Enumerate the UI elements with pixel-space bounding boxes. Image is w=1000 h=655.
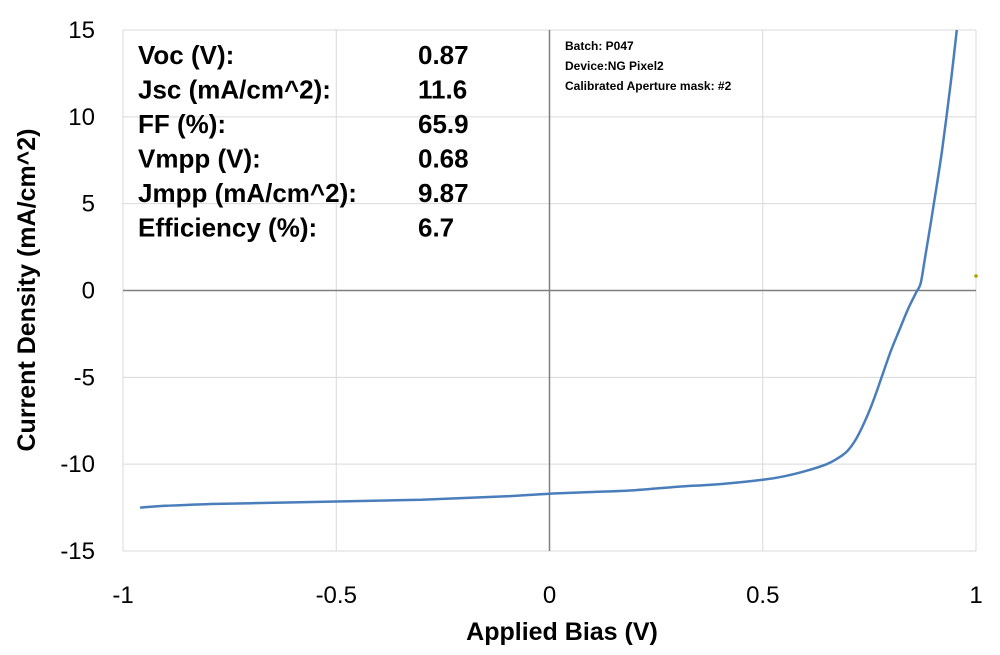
stat-value: 11.6	[418, 75, 467, 105]
x-tick-label: 0	[543, 582, 556, 609]
stats-block: Voc (V): 0.87 Jsc (mA/cm^2): 11.6 FF (%): 65.…	[138, 40, 469, 243]
stat-value: 9.87	[418, 178, 469, 208]
stat-label: FF (%):	[138, 109, 226, 139]
x-tick-label: 1	[969, 582, 982, 609]
y-tick-label: 15	[68, 17, 95, 44]
x-tick-label: -0.5	[316, 582, 357, 609]
info-line: Batch: P047	[565, 39, 634, 53]
stat-label: Jsc (mA/cm^2):	[138, 75, 331, 105]
axes	[123, 30, 976, 551]
y-tick-label: 0	[82, 278, 95, 305]
y-axis-title: Current Density (mA/cm^2)	[13, 129, 41, 452]
x-axis-title: Applied Bias (V)	[466, 618, 658, 646]
x-tick-label: -1	[112, 582, 133, 609]
y-tick-label: 10	[68, 104, 95, 131]
y-tick-label: -15	[60, 538, 95, 565]
stat-value: 0.87	[418, 40, 469, 70]
data-marker-dot	[974, 274, 978, 278]
stat-label: Jmpp (mA/cm^2):	[138, 178, 357, 208]
y-tick-label: -5	[74, 364, 95, 391]
stat-value: 6.7	[418, 213, 454, 243]
stat-label: Efficiency (%):	[138, 213, 317, 243]
x-tick-label: 0.5	[746, 582, 779, 609]
stat-label: Voc (V):	[138, 40, 234, 70]
y-tick-labels: -15 -10 -5 0 5 10 15	[60, 17, 95, 565]
info-line: Calibrated Aperture mask: #2	[565, 79, 732, 93]
info-block: Batch: P047 Device:NG Pixel2 Calibrated Ap…	[565, 39, 732, 93]
stat-value: 0.68	[418, 144, 469, 174]
stat-label: Vmpp (V):	[138, 144, 261, 174]
info-line: Device:NG Pixel2	[565, 59, 664, 73]
stat-value: 65.9	[418, 109, 469, 139]
y-tick-label: 5	[82, 191, 95, 218]
jv-curve	[140, 29, 959, 509]
y-tick-label: -10	[60, 451, 95, 478]
x-tick-labels: -1 -0.5 0 0.5 1	[112, 582, 982, 609]
